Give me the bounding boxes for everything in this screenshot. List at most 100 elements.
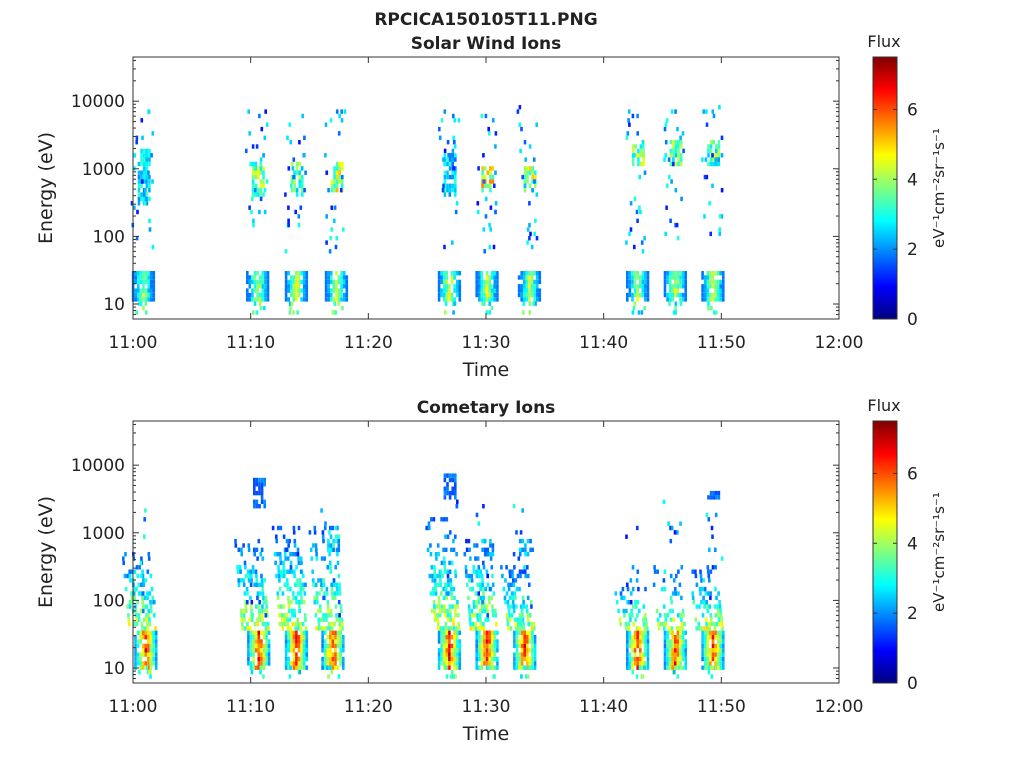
heatmap-cell xyxy=(631,669,635,675)
heatmap-cell xyxy=(333,582,336,587)
heatmap-cell xyxy=(450,271,454,276)
heatmap-cell xyxy=(641,249,645,254)
heatmap-cell xyxy=(267,652,271,657)
heatmap-cell xyxy=(265,630,268,635)
heatmap-cell xyxy=(283,547,287,552)
heatmap-cell xyxy=(142,196,146,202)
heatmap-cell xyxy=(287,648,290,653)
heatmap-cell xyxy=(646,665,650,670)
heatmap-cell xyxy=(258,490,261,496)
heatmap-cell xyxy=(297,635,301,640)
heatmap-cell xyxy=(287,635,290,640)
heatmap-cell xyxy=(636,600,640,605)
heatmap-cell xyxy=(476,556,480,561)
heatmap-cell xyxy=(634,144,638,149)
heatmap-cell xyxy=(139,297,143,302)
heatmap-cell xyxy=(453,648,456,653)
heatmap-cell xyxy=(338,161,341,167)
heatmap-cell xyxy=(327,292,330,298)
heatmap-cell xyxy=(450,626,453,631)
heatmap-cell xyxy=(699,591,702,596)
heatmap-cell xyxy=(335,271,338,276)
heatmap-cell xyxy=(294,582,297,587)
heatmap-cell xyxy=(528,275,531,280)
heatmap-cell xyxy=(280,569,283,574)
heatmap-cell xyxy=(335,109,339,114)
heatmap-cell xyxy=(676,643,680,649)
heatmap-cell xyxy=(301,174,304,180)
heatmap-cell xyxy=(666,183,669,188)
heatmap-cell xyxy=(330,183,334,188)
heatmap-cell xyxy=(664,617,668,622)
heatmap-cell xyxy=(663,630,667,635)
heatmap-cell xyxy=(335,297,338,302)
heatmap-cell xyxy=(289,586,292,592)
heatmap-cell xyxy=(674,222,677,228)
heatmap-cell xyxy=(262,153,265,158)
heatmap-cell xyxy=(320,626,324,631)
heatmap-cell xyxy=(701,635,704,640)
heatmap-cell xyxy=(631,161,635,167)
heatmap-cell xyxy=(142,582,146,587)
heatmap-cell xyxy=(149,604,153,609)
heatmap-cell xyxy=(273,552,277,557)
y-tick-label: 10000 xyxy=(71,456,125,476)
heatmap-cell xyxy=(450,661,454,666)
heatmap-cell xyxy=(486,613,489,618)
heatmap-cell xyxy=(633,635,637,640)
heatmap-cell xyxy=(454,569,457,574)
heatmap-cell xyxy=(517,621,520,627)
heatmap-cell xyxy=(669,153,673,158)
heatmap-cell xyxy=(136,661,140,666)
heatmap-cell xyxy=(321,661,324,666)
heatmap-cell xyxy=(320,582,323,587)
heatmap-cell xyxy=(299,582,302,587)
heatmap-cell xyxy=(478,648,481,653)
heatmap-cell xyxy=(142,284,145,289)
heatmap-cell xyxy=(703,604,706,609)
heatmap-cell xyxy=(302,648,306,653)
heatmap-cell xyxy=(663,604,666,609)
heatmap-cell xyxy=(281,621,284,627)
heatmap-cell xyxy=(340,118,344,123)
heatmap-cell xyxy=(275,573,278,579)
heatmap-cell xyxy=(644,284,647,289)
heatmap-cell xyxy=(528,279,531,285)
heatmap-cell xyxy=(627,621,630,627)
heatmap-cell xyxy=(500,565,503,570)
heatmap-cell xyxy=(480,661,484,666)
heatmap-cell xyxy=(656,569,659,574)
heatmap-cell xyxy=(707,148,710,154)
heatmap-cell xyxy=(669,595,673,601)
heatmap-cell xyxy=(256,617,259,622)
heatmap-cell xyxy=(277,573,281,579)
heatmap-cell xyxy=(339,648,342,653)
heatmap-cell xyxy=(515,665,519,670)
heatmap-cell xyxy=(129,578,132,583)
heatmap-cell xyxy=(703,586,707,592)
heatmap-cell xyxy=(442,279,446,285)
heatmap-cell xyxy=(676,271,680,276)
heatmap-cell xyxy=(519,621,523,627)
heatmap-cell xyxy=(681,275,685,280)
heatmap-cell xyxy=(445,635,449,640)
heatmap-cell xyxy=(450,635,454,640)
heatmap-cell xyxy=(708,626,711,631)
heatmap-cell xyxy=(284,639,288,644)
heatmap-cell xyxy=(295,661,298,666)
heatmap-cell xyxy=(706,608,709,614)
heatmap-cell xyxy=(535,288,539,293)
heatmap-cell xyxy=(520,126,523,132)
heatmap-cell xyxy=(284,284,288,289)
heatmap-cell xyxy=(286,569,289,574)
heatmap-cell xyxy=(293,573,296,579)
heatmap-cell xyxy=(258,209,261,215)
heatmap-cell xyxy=(674,153,678,158)
heatmap-cell xyxy=(334,639,337,644)
heatmap-cell xyxy=(137,284,140,289)
heatmap-cell xyxy=(132,556,135,561)
heatmap-cell xyxy=(320,508,323,513)
heatmap-cell xyxy=(454,157,457,162)
heatmap-cell xyxy=(442,292,446,298)
heatmap-cell xyxy=(663,639,667,644)
